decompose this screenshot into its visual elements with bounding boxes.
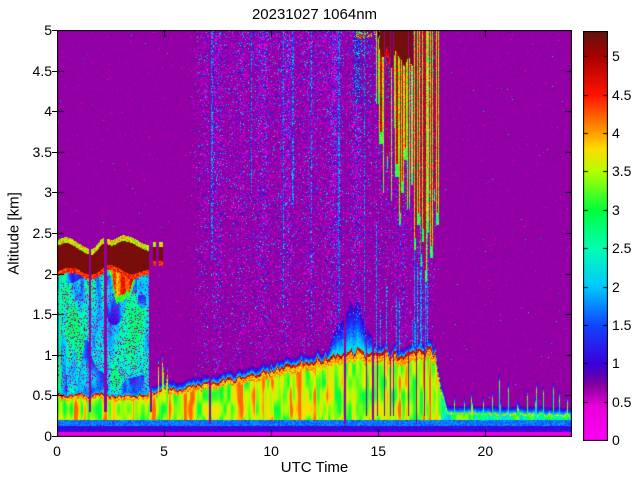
- y-tick-label: 1: [44, 346, 52, 363]
- y-tick-label: 4: [44, 103, 52, 120]
- heatmap-canvas: [57, 30, 572, 437]
- y-tick-label: 4.5: [32, 62, 52, 79]
- x-tick-label: 0: [53, 443, 61, 459]
- y-tick-label: 2.5: [32, 225, 52, 241]
- y-axis-tickmark: [52, 233, 57, 234]
- y-axis-tickmark: [52, 314, 57, 315]
- colorbar-tick-label: 3: [612, 201, 620, 218]
- y-tick-label: 3.5: [32, 143, 52, 160]
- chart-title: 20231027 1064nm: [251, 6, 378, 23]
- y-axis-tickmark: [52, 436, 57, 437]
- x-tick-label: 15: [370, 443, 387, 459]
- y-tick-label: 3: [44, 184, 52, 201]
- y-tick-label: 0.5: [32, 387, 52, 404]
- colorbar-tick-label: 4.5: [612, 86, 632, 103]
- y-axis-tickmark: [52, 111, 57, 112]
- x-tick-label: 20: [477, 443, 494, 459]
- y-tick-label: 1.5: [32, 306, 52, 323]
- y-tick-label: 2: [44, 265, 52, 282]
- y-axis-tickmark: [52, 71, 57, 72]
- colorbar-tick-label: 3.5: [612, 163, 632, 180]
- colorbar-tick-label: 4: [612, 125, 620, 142]
- y-axis-tickmark: [52, 30, 57, 31]
- y-axis-tickmark: [52, 192, 57, 193]
- y-tick-label: 5: [44, 22, 52, 38]
- y-axis-tickmark: [52, 274, 57, 275]
- y-tick-label: 0: [44, 428, 52, 444]
- colorbar-canvas: [583, 31, 608, 441]
- x-tick-label: 10: [263, 443, 279, 459]
- y-axis-tickmark: [52, 395, 57, 396]
- x-axis-label: UTC Time: [280, 459, 349, 476]
- y-axis-tickmark: [52, 355, 57, 356]
- colorbar-tick-label: 0.5: [612, 393, 632, 410]
- colorbar-tick-label: 2: [612, 278, 620, 295]
- y-axis-tickmark: [52, 152, 57, 153]
- x-tick-label: 5: [160, 443, 168, 459]
- colorbar-tick-label: 1.5: [612, 316, 632, 333]
- colorbar-tick-label: 2.5: [612, 240, 632, 257]
- colorbar-tick-label: 5: [612, 48, 620, 65]
- colorbar-tick-label: 0: [612, 432, 620, 448]
- colorbar-tick-label: 1: [612, 355, 620, 372]
